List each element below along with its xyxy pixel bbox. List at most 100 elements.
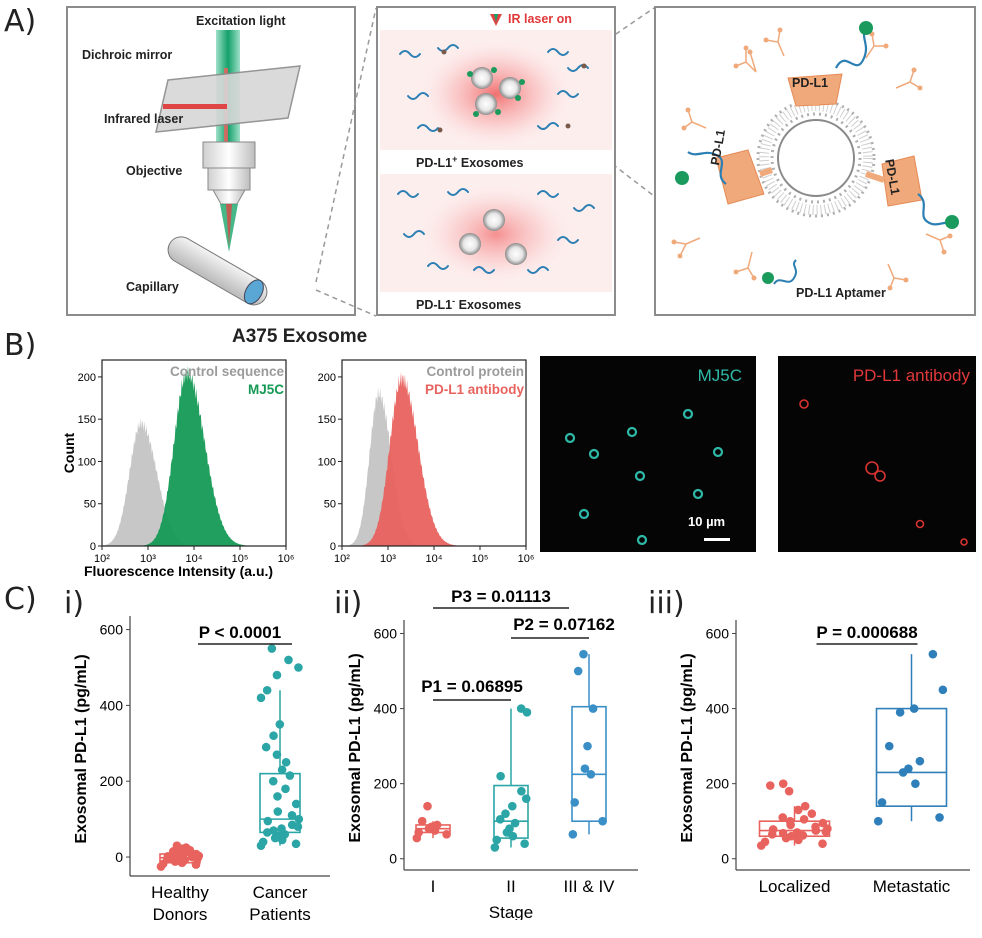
data-point (191, 849, 201, 859)
data-point (495, 815, 505, 824)
data-point (580, 764, 590, 773)
legend-entry: Control protein (427, 364, 525, 379)
hist-area-mj5c (102, 365, 286, 546)
data-point (273, 831, 283, 841)
positive-sup: + (452, 154, 458, 164)
x-category-label: Donors (153, 905, 208, 924)
pd-l1-negative-label: PD-L1- Exosomes (416, 296, 521, 312)
subpanel-i-label: i) (64, 586, 85, 621)
y-tick-label: 400 (100, 697, 124, 713)
boxplot-iii: 0 200 400 600 Exosomal PD-L1 (pg/mL) Localize… (679, 620, 970, 896)
ir-laser-on-label: IR laser on (508, 12, 572, 26)
infrared-beam (163, 104, 227, 109)
data-point (928, 649, 938, 659)
data-point (181, 843, 191, 852)
y-tick-label: 0 (389, 851, 397, 867)
microscopy-mj5c: MJ5C 10 µm (540, 356, 756, 552)
data-point (570, 798, 579, 807)
y-tick-label: 200 (706, 776, 730, 792)
data-point (284, 655, 293, 665)
exosome-schematic-box: PD-L1 PD-L1 PD-L1 PD-L1 Aptamer (654, 6, 976, 316)
data-point (490, 843, 500, 852)
x-category-label: Localized (759, 877, 831, 896)
scale-bar (704, 538, 730, 541)
exosome-box: IR laser on PD-L1+ Exosomes PD-L1- Exoso… (376, 6, 616, 316)
data-point (598, 816, 607, 826)
x-category-label: Patients (249, 905, 310, 924)
data-point (909, 704, 919, 713)
y-axis-label: Exosomal PD-L1 (pg/mL) (73, 654, 90, 843)
objective-label: Objective (126, 164, 183, 178)
data-point (516, 704, 526, 713)
y-tick-label: 600 (100, 622, 124, 638)
data-point (873, 816, 883, 826)
data-point (895, 708, 905, 717)
x-tick-label: 10² (334, 553, 350, 565)
data-point (191, 860, 201, 869)
x-tick-label: 10⁶ (518, 553, 535, 565)
panel-c-label: C) (4, 582, 37, 617)
data-point (277, 824, 286, 833)
optical-setup-diagram (155, 30, 301, 306)
data-point (262, 685, 272, 695)
data-point (586, 769, 596, 779)
data-point (768, 825, 778, 834)
y-tick-label: 400 (374, 701, 398, 717)
legend-entry: MJ5C (248, 382, 284, 397)
data-point (784, 786, 794, 796)
data-point (877, 798, 887, 807)
data-point (281, 757, 291, 767)
hist-area-control-sequence (102, 417, 286, 546)
subpanel-ii-label: ii) (334, 586, 363, 621)
data-point (818, 818, 828, 828)
box-iii-iv (571, 705, 607, 823)
optical-setup-box: Excitation light Dichroic mirror Infrare… (66, 6, 356, 316)
x-tick-label: 10³ (140, 553, 156, 565)
pd-l1-negative-name: PD-L1 (416, 298, 453, 313)
data-point (277, 765, 287, 775)
data-point (273, 792, 282, 801)
x-category-label: Metastatic (873, 877, 951, 896)
data-point (792, 828, 802, 837)
x-tick-label: 10² (94, 553, 110, 565)
hist-area-control-protein (342, 387, 526, 546)
y-tick-label: 200 (100, 773, 124, 789)
capillary-tube (167, 236, 268, 306)
data-point (507, 801, 517, 811)
data-point (517, 786, 526, 796)
p2-label: P2 = 0.07162 (513, 615, 615, 634)
histogram-mj5c: 0 50 100 150 200 10² 10³ 10⁴ 10⁵ 10⁶ Count Control … (61, 359, 295, 579)
data-point (800, 801, 810, 811)
p3-label: P3 = 0.01113 (451, 587, 551, 606)
data-point (172, 841, 182, 850)
y-tick-label: 600 (706, 626, 730, 642)
x-tick-label: 10⁵ (232, 553, 249, 565)
panel-a-label: A) (4, 4, 37, 39)
y-tick-label: 0 (115, 849, 123, 865)
pdl1-image-label: PD-L1 antibody (852, 366, 970, 385)
pd-l1-positive-name: PD-L1 (416, 156, 453, 171)
data-point (294, 814, 304, 824)
x-axis-title: Stage (489, 903, 533, 920)
x-tick-label: 10⁶ (278, 553, 295, 565)
data-point (263, 816, 273, 826)
y-tick-label: 200 (78, 372, 96, 384)
data-point (492, 835, 501, 845)
x-tick-label: 10³ (380, 553, 396, 565)
data-point (793, 805, 803, 815)
y-tick-label: 150 (78, 414, 96, 426)
histogram-pdl1: 0 50 100 150 200 10² 10³ 10⁴ 10⁵ 10⁶ Control prote… (318, 359, 535, 565)
aptamer-label: PD-L1 Aptamer (796, 286, 886, 300)
y-tick-label: 0 (90, 541, 96, 553)
data-point (799, 815, 809, 824)
excitation-label: Excitation light (196, 14, 286, 28)
pd-l1-positive-label: PD-L1+ Exosomes (416, 154, 523, 170)
data-point (273, 807, 283, 816)
y-axis-label: Exosomal PD-L1 (pg/mL) (347, 653, 364, 842)
p-value-label: P < 0.0001 (199, 623, 281, 642)
legend-entry: PD-L1 antibody (425, 382, 524, 397)
y-tick-label: 600 (374, 626, 398, 642)
exosome-diagram (380, 14, 612, 292)
data-point (294, 663, 303, 672)
